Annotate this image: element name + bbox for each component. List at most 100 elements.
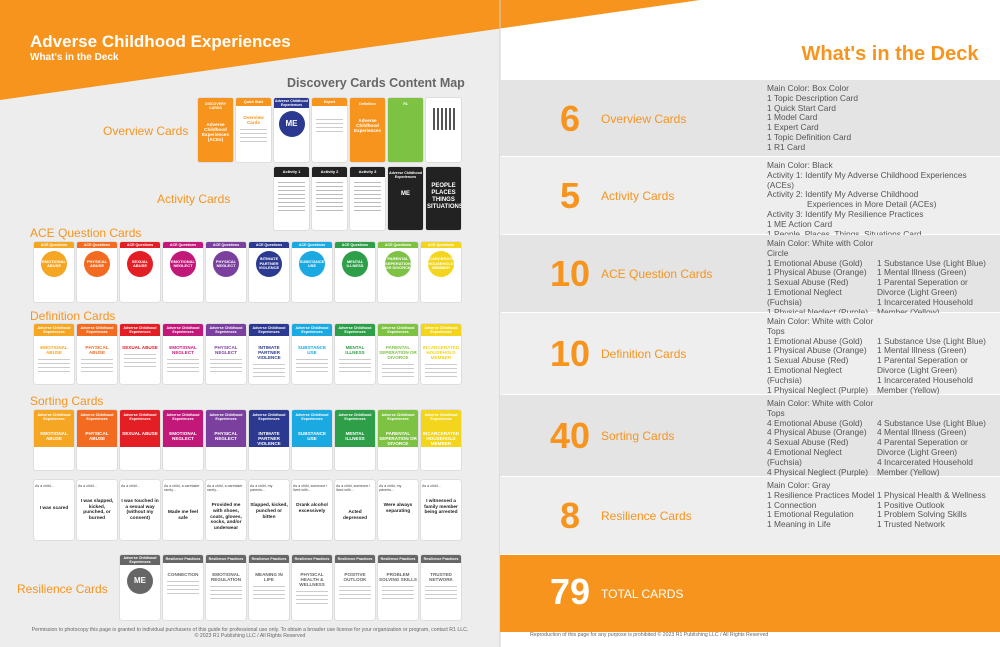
qr-code [432,108,455,130]
card-title: Made me feel safe [167,510,199,521]
deck-row [500,395,1000,476]
card-header: Adverse Childhood Experiences [274,98,309,109]
card-header: Resilience Practices [421,555,461,564]
text-line [278,202,305,204]
card: Adverse Childhood Experiences ME [388,167,423,230]
text-line [425,594,457,596]
card-header: ACE Questions [378,242,418,249]
text-line [316,202,343,204]
card: Resilience Practices PROBLEM SOLVING SKIL… [378,555,418,620]
card-header: As a child... [422,484,441,488]
text-line [240,129,267,131]
text-line [278,194,305,196]
card-header: As a child... [35,484,54,488]
details-right: 4 Substance Use (Light Blue) 4 Mental Ill… [877,418,987,478]
card: Adverse Childhood Experiences SEXUAL ABUS… [120,410,160,470]
footer-line: © 2023 R1 Publishing LLC / All Rights Re… [194,633,306,639]
left-footer: Permission to photocopy this page is gra… [20,627,480,639]
section-label: Activity Cards [157,192,231,206]
card-top: Adverse Childhood Experiences EMOTIONAL A… [34,410,74,448]
card: Expert [312,98,347,162]
text-line [278,210,305,212]
text-line [240,141,267,143]
card-header: ACE Questions [335,242,375,249]
card-title: ME [285,119,298,129]
card-title: EMOTIONAL NEGLECT [169,345,197,356]
card-top: Adverse Childhood Experiences INCARCERATE… [421,410,461,448]
card-title: I witnessed a family member being arrest… [424,499,458,516]
card-title: EMOTIONAL ABUSE [42,258,66,269]
card-title: PHYSICAL ABUSE [86,258,108,269]
total-label: TOTAL CARDS [601,587,684,601]
card: Adverse Childhood Experiences MENTAL ILLN… [335,410,375,470]
section-label: Resilience Cards [17,582,108,596]
card: ACE Questions EMOTIONAL ABUSE [34,242,74,302]
card: Adverse Childhood Experiences EMOTIONAL A… [34,324,74,384]
text-line [316,119,343,121]
text-line [278,182,305,184]
text-line [354,190,381,192]
card-title: Drank alcohol excessively [296,503,328,514]
detail-line: 1 Mental Illness (Green) [877,267,967,278]
card-header: ACE Questions [249,242,289,249]
card: DISCOVERY CARDS Adverse Childhood Experie… [198,98,233,162]
card-title: SEXUAL ABUSE [122,345,158,351]
details-right: 1 Physical Health & Wellness 1 Positive O… [877,489,987,530]
detail-line: 1 Quick Start Card [767,102,836,113]
card-header: Adverse Childhood Experiences [77,324,117,337]
card-title: EMOTIONAL ABUSE [40,345,68,356]
deck-row [500,157,1000,234]
text-line [339,590,371,592]
card-title: Slapped, kicked, punched or bitten [250,503,288,520]
map-title: Discovery Cards Content Map [287,76,465,90]
detail-line: 4 Emotional Abuse (Gold) [767,417,863,428]
card: Adverse Childhood Experiences INCARCERATE… [421,324,461,384]
text-line [296,359,328,361]
text-line [167,581,199,583]
card: As a child... I was scared [34,480,74,540]
card-header: As a child, a caretaker rarely... [207,484,243,493]
card: As a child... I was slapped, kicked, punc… [77,480,117,540]
text-line [167,585,199,587]
card-circle: INTIMATE PARTNER VIOLENCE [256,251,282,278]
card: Adverse Childhood Experiences SUBSTANCE U… [292,324,332,384]
detail-line: 4 Emotional Neglect (Fuchsia) [767,446,842,467]
card-header: Resilience Practices [249,555,289,564]
detail-line: 1 Emotional Neglect (Fuchsia) [767,286,842,307]
card: Definition Adverse Childhood Experiences [350,98,385,162]
card-count: 6 [559,97,581,139]
detail-line: 1 Incarcerated Household Member (Yellow) [877,296,973,317]
subtitle: What's in the Deck [30,52,119,63]
card-title: PHYSICAL ABUSE [85,345,109,356]
card: ACE Questions PARENTAL SEPERATION OR DIVO… [378,242,418,302]
text-line [382,364,414,366]
card-title: PARENTAL SEPERATION OR DIVORCE [379,345,417,361]
card-top: Adverse Childhood Experiences PHYSICAL NE… [206,410,246,448]
card-header: Adverse Childhood Experiences [249,324,289,337]
header-band [0,0,700,100]
text-line [339,359,371,361]
card-circle: EMOTIONAL ABUSE [41,251,67,278]
card-header: Adverse Childhood Experiences [166,413,200,422]
card: Resilience Practices MEANING IN LIFE [249,555,289,620]
detail-line: 1 R1 Card [767,141,806,152]
card-header: ACE Questions [163,242,203,249]
text-line [339,363,371,365]
card-header: Adverse Childhood Experiences [120,324,160,337]
card-title: SUBSTANCE USE [299,258,325,269]
text-line [278,186,305,188]
card-title: ME [134,576,146,586]
detail-line: 1 Physical Health & Wellness [877,489,986,500]
card-header: As a child... [78,484,97,488]
detail-line: Main Color: Black [767,160,833,170]
text-line [253,590,285,592]
details-right: 1 Substance Use (Light Blue) 1 Mental Ill… [877,258,987,318]
card-header: R1 [403,102,408,106]
text-line [425,368,457,370]
right-footer: Reproduction of this page for any purpos… [530,632,769,638]
detail-line: Activity 2: Identify My Adverse Childhoo… [767,189,919,200]
card: As a child, a caretaker rarely... Provide… [206,480,246,540]
card-title: PEOPLE PLACES THINGS SITUATIONS [427,183,461,210]
card-title: MENTAL ILLNESS [345,345,365,356]
card: Adverse Childhood Experiences PHYSICAL AB… [77,324,117,384]
